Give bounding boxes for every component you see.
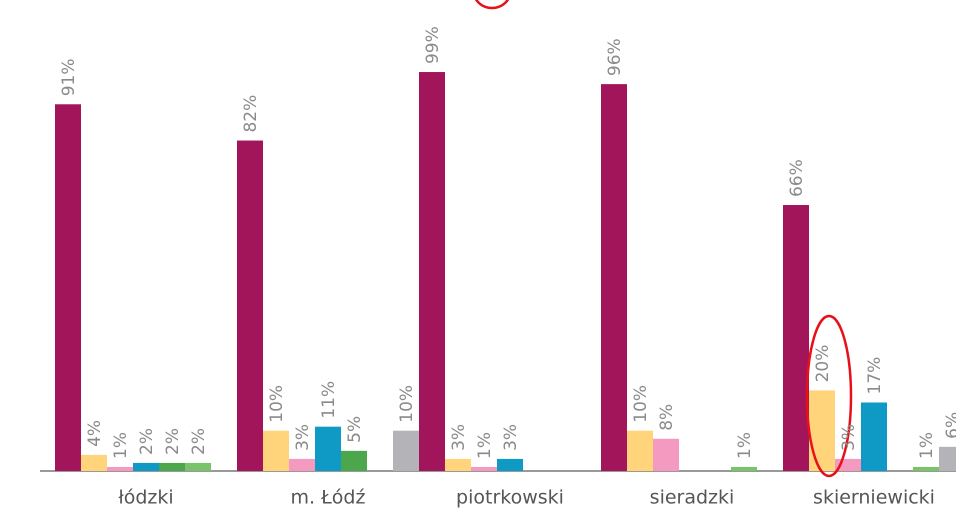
bar (601, 84, 627, 472)
bar (939, 446, 956, 471)
bars (55, 72, 956, 472)
bar (159, 462, 185, 471)
data-label: 5% (345, 416, 365, 443)
bar (107, 466, 133, 471)
bar (913, 466, 939, 471)
data-label: 3% (293, 424, 313, 451)
data-label: 66% (787, 159, 807, 197)
data-label: 99% (423, 26, 443, 64)
bar (471, 466, 497, 471)
bar (185, 462, 211, 471)
data-label: 17% (865, 357, 885, 395)
bar (445, 458, 471, 471)
data-label: 1% (735, 432, 755, 459)
bar (861, 402, 887, 471)
data-label: 1% (111, 432, 131, 459)
bar (653, 438, 679, 471)
data-label: 3% (839, 424, 859, 451)
bar (315, 426, 341, 471)
bar (393, 430, 419, 471)
highlight-ellipse (805, 314, 853, 478)
data-label: 1% (475, 432, 495, 459)
data-label: 3% (449, 424, 469, 451)
data-label: 96% (605, 38, 625, 76)
data-label: 2% (137, 428, 157, 455)
data-label: 4% (85, 420, 105, 447)
x-tick-label: piotrkowski (456, 487, 564, 509)
x-tick-label: łódzki (118, 487, 173, 509)
data-label: 2% (189, 428, 209, 455)
bar (81, 454, 107, 471)
highlight-ellipse (474, 0, 510, 10)
data-label: 2% (163, 428, 183, 455)
bar (809, 390, 835, 471)
bar (731, 466, 757, 471)
data-label: 10% (631, 385, 651, 423)
data-label: 91% (59, 58, 79, 96)
bar (497, 458, 523, 471)
bar (263, 430, 289, 471)
bar (237, 140, 263, 472)
data-label: 82% (241, 95, 261, 133)
bar (627, 430, 653, 471)
x-tick-label: m. Łódź (291, 487, 366, 509)
bar (133, 462, 159, 471)
bar (419, 72, 445, 471)
data-label: 6% (943, 412, 956, 439)
bar (289, 458, 315, 471)
bar (783, 205, 809, 471)
x-tick-label: skierniewicki (813, 487, 935, 509)
data-label: 20% (813, 345, 833, 383)
bar (341, 450, 367, 471)
data-label: 1% (917, 432, 937, 459)
data-label: 8% (657, 404, 677, 431)
data-label: 10% (267, 385, 287, 423)
data-label: 3% (501, 424, 521, 451)
data-label: 10% (397, 385, 417, 423)
x-tick-label: sieradzki (650, 487, 735, 509)
bar (55, 104, 81, 472)
data-label: 11% (319, 381, 339, 419)
